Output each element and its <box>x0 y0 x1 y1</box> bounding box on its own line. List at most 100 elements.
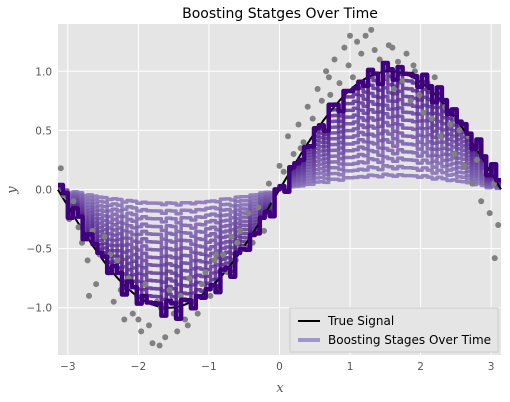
scatter-point <box>177 292 184 299</box>
scatter-point <box>345 62 352 69</box>
scatter-point <box>198 281 205 288</box>
legend: True Signal Boosting Stages Over Time <box>289 307 499 353</box>
scatter-point <box>237 227 243 234</box>
x-axis-label: x <box>276 381 284 396</box>
scatter-point <box>437 133 444 140</box>
scatter-point <box>469 180 476 187</box>
scatter-point <box>93 281 100 288</box>
y-axis-ticks: −1.0 −0.5 0.0 0.5 1.0 <box>27 66 53 314</box>
scatter-point <box>295 121 302 128</box>
scatter-point <box>57 165 64 172</box>
scatter-point <box>347 32 353 39</box>
scatter-point <box>349 74 356 81</box>
y-tick-label: −1.0 <box>27 303 53 315</box>
scatter-point <box>407 97 414 104</box>
scatter-point <box>474 156 480 163</box>
scatter-point <box>149 340 156 347</box>
x-tick-label: −2 <box>131 361 146 373</box>
scatter-point <box>447 121 454 128</box>
scatter-point <box>86 292 92 299</box>
scatter-point <box>399 77 406 84</box>
scatter-point <box>135 316 142 323</box>
scatter-point <box>416 91 423 98</box>
scatter-point <box>341 44 348 51</box>
scatter-point <box>142 281 149 288</box>
scatter-point <box>314 86 321 92</box>
scatter-point <box>138 328 145 335</box>
x-axis-ticks: −3 −2 −1 0 1 2 3 <box>60 361 494 373</box>
scatter-point <box>280 168 287 175</box>
scatter-point <box>456 127 463 134</box>
final-boosting-stage-line <box>58 60 501 321</box>
y-tick-label: 0.5 <box>35 125 52 137</box>
x-tick-label: −3 <box>60 361 75 373</box>
scatter-point <box>121 316 128 323</box>
x-tick-label: 3 <box>488 361 495 373</box>
scatter-point <box>304 103 311 110</box>
scatter-point <box>234 239 241 246</box>
legend-boosting-label: Boosting Stages Over Time <box>328 333 491 347</box>
scatter-point <box>461 162 468 169</box>
scatter-point <box>162 334 169 341</box>
scatter-point <box>395 58 401 65</box>
x-tick-label: 2 <box>417 361 424 373</box>
scatter-point <box>362 32 369 39</box>
scatter-point <box>371 47 378 53</box>
scatter-point <box>276 162 283 169</box>
scatter-point <box>129 310 136 317</box>
y-tick-label: 0.0 <box>35 185 52 197</box>
scatter-point <box>478 198 485 205</box>
scatter-point <box>410 62 417 69</box>
scatter-point <box>376 56 383 63</box>
scatter-point <box>331 56 338 63</box>
legend-true-signal-label: True Signal <box>327 314 394 328</box>
scatter-point <box>495 222 502 228</box>
scatter-point <box>184 322 191 329</box>
scatter-point <box>354 38 361 45</box>
scatter-point <box>368 26 375 33</box>
scatter-point <box>290 151 297 157</box>
scatter-point <box>491 255 498 262</box>
scatter-point <box>182 316 188 323</box>
scatter-point <box>336 80 343 87</box>
scatter-point <box>101 233 108 240</box>
scatter-point <box>390 86 397 92</box>
scatter-point <box>70 198 77 205</box>
scatter-point <box>213 251 219 258</box>
scatter-point <box>261 227 267 234</box>
scatter-point <box>110 298 117 305</box>
scatter-point <box>75 224 82 231</box>
scatter-point <box>146 322 152 329</box>
scatter-point <box>285 133 291 140</box>
scatter-point <box>403 50 410 57</box>
x-tick-label: 1 <box>347 361 354 373</box>
scatter-point <box>451 151 458 157</box>
chart-title: Boosting Statges Over Time <box>182 6 378 22</box>
scatter-point <box>300 139 307 146</box>
scatter-point <box>318 97 325 104</box>
scatter-point <box>114 257 121 264</box>
scatter-point <box>309 115 316 122</box>
scatter-point <box>327 91 334 98</box>
scatter-point <box>265 180 272 187</box>
scatter-point <box>389 44 396 51</box>
scatter-point <box>325 74 332 81</box>
x-tick-label: −1 <box>201 361 216 373</box>
scatter-point <box>166 287 173 293</box>
scatter-point <box>84 257 91 264</box>
scatter-point <box>211 257 218 264</box>
scatter-point <box>255 204 262 211</box>
scatter-point <box>186 275 193 282</box>
scatter-point <box>358 50 365 57</box>
scatter-point <box>202 269 209 276</box>
scatter-point <box>428 115 435 122</box>
scatter-point <box>207 292 214 299</box>
scatter-point <box>323 68 330 75</box>
legend-box <box>289 307 499 353</box>
scatter-point <box>431 74 438 81</box>
scatter-point <box>420 109 427 116</box>
scatter-point <box>156 342 163 349</box>
y-tick-label: 1.0 <box>35 66 52 78</box>
scatter-point <box>486 210 493 217</box>
